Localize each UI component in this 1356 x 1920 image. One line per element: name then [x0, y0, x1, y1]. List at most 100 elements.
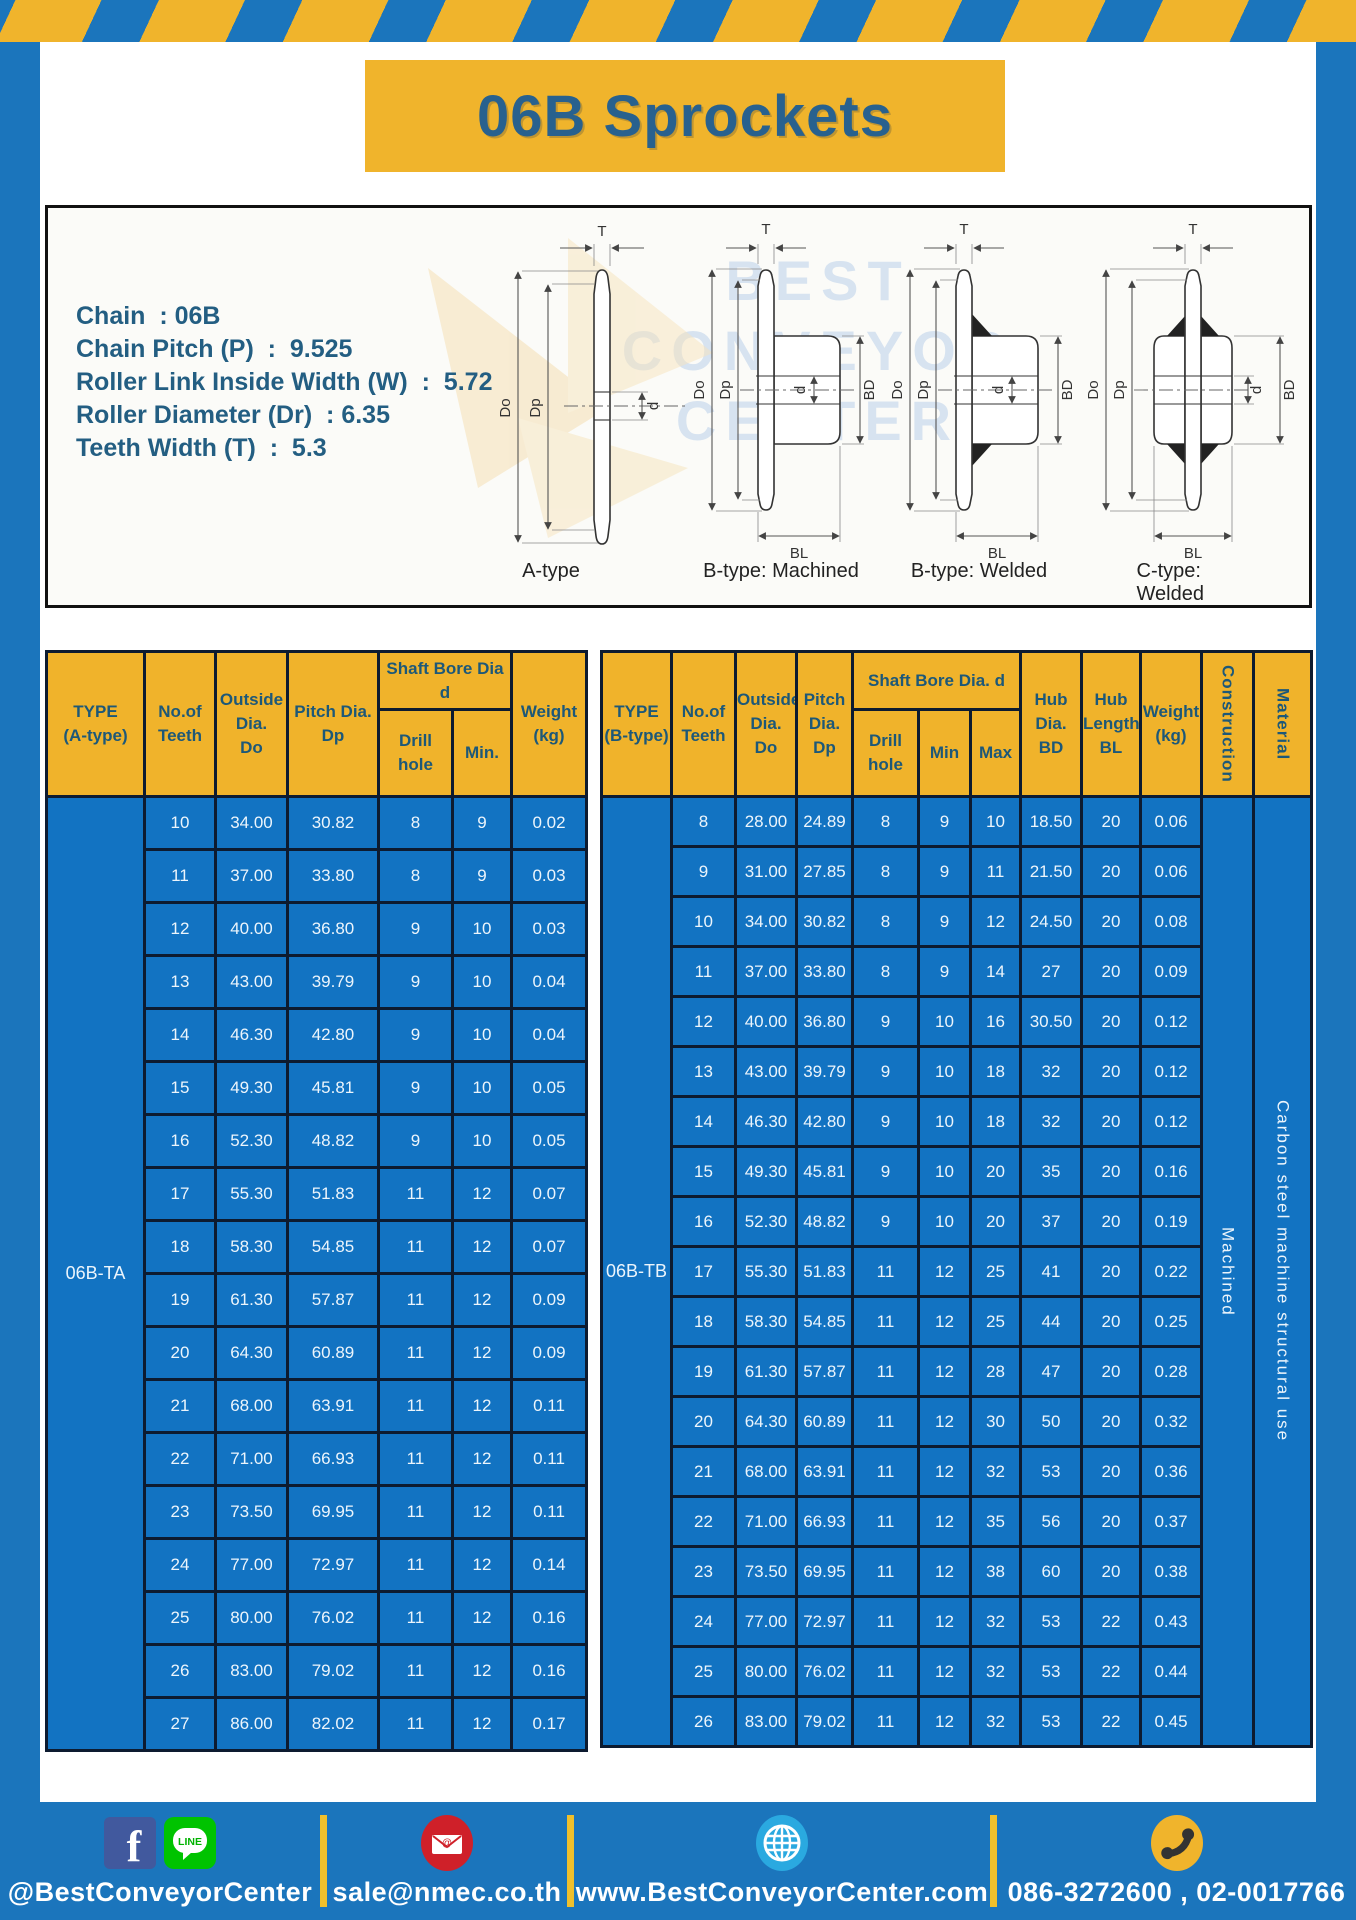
globe-icon[interactable] [754, 1814, 810, 1871]
table-cell: 10 [451, 1060, 513, 1116]
table-cell: 0.12 [1139, 1095, 1203, 1148]
table-row: 15 49.30 45.81 9 10 0.05 [47, 1060, 588, 1116]
table-row: 14 46.30 42.80 9 10 0.04 [47, 1007, 588, 1063]
table-cell: 20 [1080, 1145, 1142, 1198]
table-cell: 20 [1080, 1345, 1142, 1398]
table-cell: 44 [1019, 1295, 1083, 1348]
table-cell: 64.30 [734, 1395, 798, 1448]
table-cell: 12 [451, 1643, 513, 1699]
table-cell: 20 [1080, 1245, 1142, 1298]
email-icon[interactable]: @ [419, 1814, 475, 1871]
table-cell: 20 [1080, 1295, 1142, 1348]
table-cell: 43.00 [734, 1045, 798, 1098]
table-cell: 20 [1080, 1545, 1142, 1598]
svg-text:BL: BL [790, 545, 808, 562]
table-cell: 9 [377, 1007, 454, 1063]
table-cell: 9 [851, 995, 920, 1048]
table-cell: 23 [143, 1484, 217, 1540]
table-cell: 22 [1080, 1645, 1142, 1698]
table-row: 14 46.30 42.80 9 10 18 32 20 0.12 [602, 1095, 1312, 1148]
table-row: 12 40.00 36.80 9 10 16 30.50 20 0.12 [602, 995, 1312, 1048]
table-cell: 36.80 [795, 995, 854, 1048]
table-cell: 12 [917, 1695, 972, 1748]
footer-social[interactable]: f LINE @BestConveyorCenter [0, 1802, 320, 1920]
table-cell: 11 [377, 1378, 454, 1434]
footer-website-text[interactable]: www.BestConveyorCenter.com [575, 1876, 989, 1907]
table-cell: 20 [670, 1395, 737, 1448]
table-cell: 0.11 [510, 1378, 588, 1434]
table-cell: 22 [670, 1495, 737, 1548]
table-cell: 20 [1080, 1495, 1142, 1548]
table-cell: 34.00 [214, 795, 289, 851]
svg-text:Dp: Dp [915, 380, 932, 399]
table-cell: 80.00 [734, 1645, 798, 1698]
spec-line: Chain Pitch (P) : 9.525 [76, 335, 353, 363]
table-cell: 41 [1019, 1245, 1083, 1298]
table-cell: 73.50 [734, 1545, 798, 1598]
table-cell: 9 [451, 795, 513, 851]
table-cell: 63.91 [795, 1445, 854, 1498]
table-cell: 52.30 [214, 1113, 289, 1169]
table-cell: 0.22 [1139, 1245, 1203, 1298]
footer-phone[interactable]: 086-3272600 , 02-0017766 [997, 1802, 1356, 1920]
svg-text:d: d [792, 386, 809, 394]
table-cell: 68.00 [214, 1378, 289, 1434]
table-row: 16 52.30 48.82 9 10 20 37 20 0.19 [602, 1195, 1312, 1248]
footer-email[interactable]: @ sale@nmec.co.th [327, 1802, 567, 1920]
a-type-table: TYPE (A-type) No.of Teeth Outside Dia. D… [45, 650, 588, 1752]
table-cell: 12 [451, 1272, 513, 1328]
table-cell: 8 [851, 845, 920, 898]
table-cell: 11 [377, 1431, 454, 1487]
table-cell: 12 [917, 1245, 972, 1298]
table-cell: 0.19 [1139, 1195, 1203, 1248]
table-cell: 19 [143, 1272, 217, 1328]
table-row: 22 71.00 66.93 11 12 0.11 [47, 1431, 588, 1487]
footer-social-handle[interactable]: @BestConveyorCenter [7, 1876, 313, 1907]
spec-line: Roller Diameter (Dr) : 6.35 [76, 401, 390, 429]
table-cell: 0.07 [510, 1219, 588, 1275]
table-cell: 0.11 [510, 1431, 588, 1487]
header-shaft-bore-b: Shaft Bore Dia. d [851, 650, 1022, 711]
table-cell: 49.30 [734, 1145, 798, 1198]
footer-divider [567, 1815, 574, 1907]
table-row: 26 83.00 79.02 11 12 0.16 [47, 1643, 588, 1699]
table-cell: 16 [670, 1195, 737, 1248]
table-cell: 79.02 [286, 1643, 380, 1699]
table-cell: 9 [451, 848, 513, 904]
phone-icon[interactable] [1149, 1814, 1205, 1871]
table-cell: 35 [969, 1495, 1022, 1548]
table-cell: 8 [377, 795, 454, 851]
table-cell: 72.97 [795, 1595, 854, 1648]
table-cell: 15 [143, 1060, 217, 1116]
table-cell: 0.36 [1139, 1445, 1203, 1498]
footer-email-text[interactable]: sale@nmec.co.th [332, 1876, 562, 1907]
header-material-b: Material [1252, 650, 1313, 798]
title-banner: 06B Sprockets [365, 60, 1005, 172]
line-app-icon[interactable]: LINE [164, 1816, 216, 1869]
header-drill-hole-b: Drill hole [851, 708, 920, 798]
table-row: 17 55.30 51.83 11 12 0.07 [47, 1166, 588, 1222]
footer-website[interactable]: www.BestConveyorCenter.com [574, 1802, 990, 1920]
svg-text:Do: Do [889, 380, 906, 399]
spec-line: Chain : 06B [76, 302, 221, 330]
table-cell: 37.00 [214, 848, 289, 904]
footer-phone-numbers[interactable]: 086-3272600 , 02-0017766 [1007, 1876, 1346, 1907]
table-row: 21 68.00 63.91 11 12 32 53 20 0.36 [602, 1445, 1312, 1498]
table-cell: 24 [143, 1537, 217, 1593]
table-cell: 11 [377, 1272, 454, 1328]
svg-text:BD: BD [1281, 379, 1298, 400]
table-cell: 11 [851, 1545, 920, 1598]
table-cell: 10 [917, 1045, 972, 1098]
table-row: 13 43.00 39.79 9 10 18 32 20 0.12 [602, 1045, 1312, 1098]
header-outside-dia-a: Outside Dia. Do [214, 650, 289, 798]
table-cell: 54.85 [286, 1219, 380, 1275]
table-cell: 27.85 [795, 845, 854, 898]
table-cell: 24 [670, 1595, 737, 1648]
table-cell: 9 [670, 845, 737, 898]
table-cell: 0.03 [510, 901, 588, 957]
facebook-icon[interactable]: f [104, 1816, 156, 1869]
table-cell: 9 [917, 945, 972, 998]
table-cell: 0.16 [510, 1643, 588, 1699]
table-cell: 20 [1080, 795, 1142, 848]
table-cell: 18 [143, 1219, 217, 1275]
